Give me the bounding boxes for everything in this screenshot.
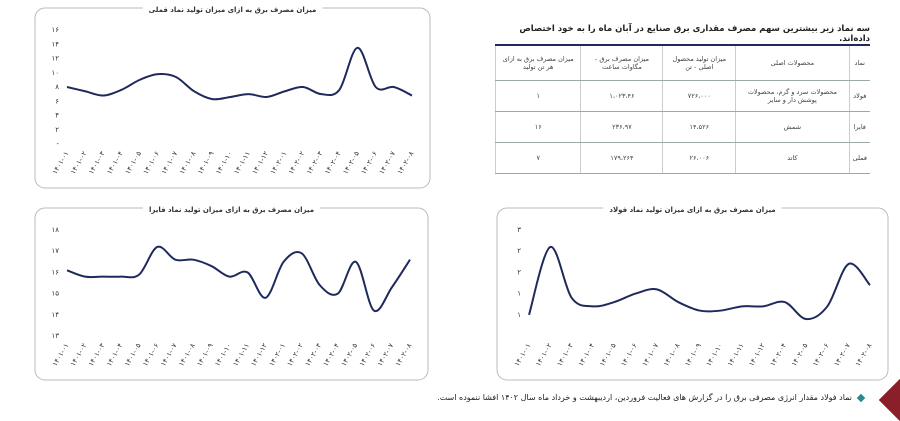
header-cell: میزان تولید محصول اصلی - تن: [662, 44, 736, 81]
line: [528, 245, 871, 321]
header-cell: میزان مصرف برق - مگاوات ساعت: [580, 44, 663, 81]
table-body: فولاد محصولات سرد و گرم، محصولات پوشش دار…: [494, 80, 870, 174]
y-tick-label: ۱: [517, 290, 521, 298]
y-tick-label: ۲: [55, 126, 59, 134]
table-cell: شمش: [735, 111, 850, 143]
y-tick-label: ۱۶: [51, 26, 59, 34]
page: میزان مصرف برق به ازای میزان تولید نماد …: [34, 5, 900, 421]
y-tick-label: ۱: [517, 311, 521, 319]
y-tick-label: ۱۵: [51, 290, 59, 298]
title-backdrop: [603, 205, 782, 215]
title-backdrop: [142, 205, 321, 215]
y-tick-label: ۳: [517, 226, 521, 234]
table-row: فولاد محصولات سرد و گرم، محصولات پوشش دار…: [494, 80, 870, 112]
table-cell: ۲۶،۰۰۶: [662, 142, 736, 174]
table-cell: محصولات سرد و گرم، محصولات پوشش دار و سا…: [735, 80, 850, 112]
y-tick-label: ۶: [55, 97, 59, 105]
table-cell: کاتد: [735, 142, 850, 174]
table-cell: ۱۶: [494, 111, 581, 143]
chart-title: میزان مصرف برق به ازای میزان تولید نماد …: [149, 206, 314, 214]
line: [66, 245, 411, 313]
table-cell: ۱،۰۲۳،۴۶: [580, 80, 663, 112]
y-tick-label: ۱۰: [51, 69, 59, 77]
table-cell: فایرا: [848, 111, 870, 143]
table-cell: ۱۷۹،۲۶۴: [580, 142, 663, 174]
y-tick-label: ۱۸: [51, 226, 59, 234]
table-cell: ۲۳۶،۹۷: [580, 111, 663, 143]
y-tick-label: ۱۴: [51, 311, 59, 319]
table: نماد محصولات اصلی میزان تولید محصول اصلی…: [494, 44, 870, 174]
footnote: نماد فولاد مقدار انرژی مصرفی برق را در گ…: [437, 393, 852, 402]
table-title: سه نماد زیر بیشترین سهم مصرف مقداری برق …: [519, 24, 870, 44]
y-tick-label: ۱۲: [51, 55, 59, 63]
y-tick-label: ۱۴: [51, 40, 59, 48]
y-tick-label: ۴: [55, 112, 59, 120]
title-backdrop: [142, 5, 323, 15]
line: [66, 46, 413, 101]
table-row: فایرا شمش ۱۴،۵۲۶ ۲۳۶،۹۷ ۱۶: [494, 111, 870, 143]
header-cell: محصولات اصلی: [735, 44, 850, 81]
table-cell: فولاد: [848, 80, 870, 112]
y-tick-label: ۸: [55, 83, 59, 91]
y-tick-label: ۱۶: [51, 268, 59, 276]
table-row: فملی کاتد ۲۶،۰۰۶ ۱۷۹،۲۶۴ ۷: [494, 142, 870, 174]
y-tick-label: ۲: [517, 268, 521, 276]
table-cell: ۷: [494, 142, 581, 174]
table-cell: ۷۲۶،۰۰۰: [662, 80, 736, 112]
header-cell: میزان مصرف برق به ازای هر تن تولید: [494, 44, 581, 81]
y-tick-label: -: [56, 140, 59, 148]
y-tick-label: ۱۳: [51, 332, 59, 340]
chart-title: میزان مصرف برق به ازای میزان تولید نماد …: [609, 206, 775, 214]
y-tick-label: ۲: [517, 247, 521, 255]
y-tick-label: ۱۷: [51, 247, 59, 255]
table-header: نماد محصولات اصلی میزان تولید محصول اصلی…: [494, 44, 870, 81]
charts: میزان مصرف برق به ازای میزان تولید نماد …: [34, 5, 889, 381]
table-cell: ۱: [494, 80, 581, 112]
header-cell: نماد: [848, 44, 870, 81]
chart-title: میزان مصرف برق به ازای میزان تولید نماد …: [149, 6, 317, 14]
table-cell: ۱۴،۵۲۶: [662, 111, 736, 143]
table-cell: فملی: [848, 142, 870, 174]
